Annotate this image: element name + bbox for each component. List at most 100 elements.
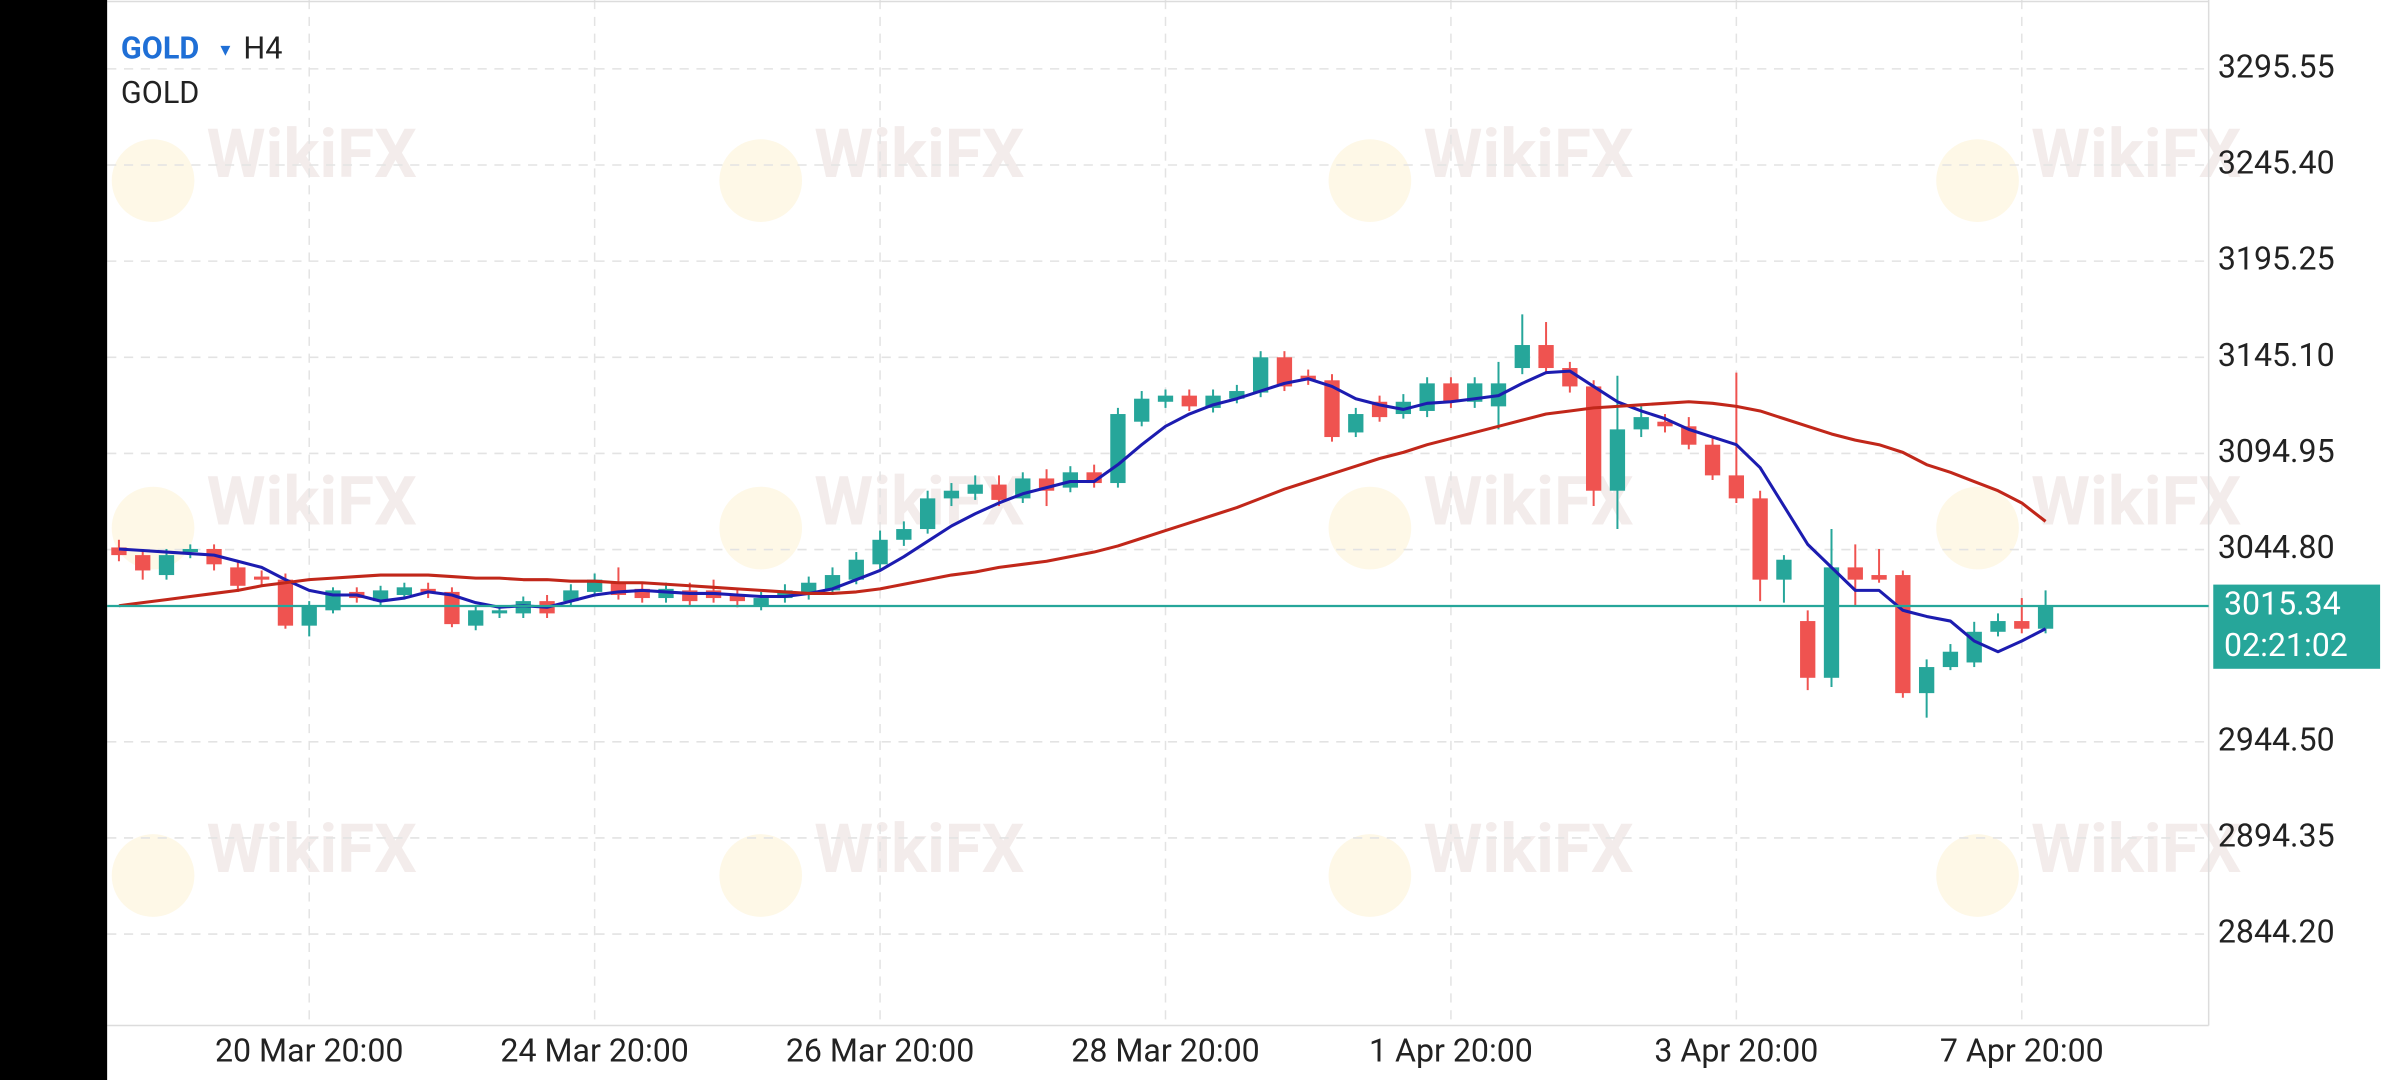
candle-body [182, 548, 198, 553]
candle-body [111, 547, 127, 556]
x-tick-label: 3 Apr 20:00 [1654, 1032, 1818, 1070]
candle-body [491, 610, 508, 614]
plot-layer [107, 314, 2209, 718]
y-tick-label: 2894.35 [2218, 816, 2335, 854]
candle-body [1181, 395, 1197, 407]
candle-body [967, 484, 983, 494]
candle-body [753, 598, 769, 606]
last-price-label: 3015.34 [2224, 585, 2341, 623]
candle-body [1086, 472, 1102, 484]
y-tick-label: 3094.95 [2218, 432, 2335, 470]
candle-body [1443, 383, 1459, 402]
dropdown-icon[interactable]: ▾ [220, 38, 230, 61]
watermark-logo [1328, 139, 1412, 222]
y-tick-label: 3145.10 [2218, 336, 2335, 374]
watermark-layer: WikiFX WikiFX WikiFX WikiFX WikiFX WikiFX Wiki… [111, 116, 2242, 917]
last-price-badge [2213, 584, 2381, 669]
x-tick-label: 1 Apr 20:00 [1369, 1032, 1533, 1070]
candle-body [1110, 414, 1126, 484]
x-tick-label: 26 Mar 20:00 [786, 1032, 974, 1070]
watermark-logo [1936, 139, 2019, 222]
watermark-text: WikiFX [207, 811, 417, 889]
candle-body [1609, 429, 1626, 491]
candle-body [1324, 380, 1340, 438]
axis-layer: 2844.20 2894.35 2944.50 3044.80 3094.95 3145.… [215, 47, 2381, 1070]
candle-body [420, 588, 436, 592]
watermark-logo [719, 834, 803, 917]
watermark-text: WikiFX [207, 463, 417, 541]
side-bar [0, 0, 108, 1080]
candle-body [1514, 345, 1530, 369]
candle-body [1823, 567, 1840, 678]
watermark-text: WikiFX [207, 116, 417, 194]
candle-body [943, 490, 960, 499]
candle-body [1633, 417, 1649, 430]
candle-body [1585, 386, 1602, 491]
candle-body [1871, 575, 1887, 580]
candle-body [1229, 391, 1245, 399]
candle-body [848, 559, 864, 580]
candle-body [253, 576, 270, 580]
x-tick-label: 7 Apr 20:00 [1940, 1032, 2104, 1070]
candle-body [158, 555, 175, 576]
symbol-description: GOLD [121, 76, 199, 111]
candle-body [301, 605, 317, 626]
candle-body [634, 588, 650, 599]
watermark-logo [719, 486, 803, 570]
candle-body [1990, 621, 2006, 632]
candle-body [277, 579, 294, 626]
watermark-text: WikiFX [1423, 463, 1633, 541]
candle-body [1348, 414, 1364, 433]
candle-body [372, 590, 389, 602]
candle-body [919, 498, 936, 530]
candle-body [1776, 559, 1792, 580]
watermark-text: WikiFX [814, 463, 1024, 541]
grid-layer [107, 0, 2209, 1026]
x-tick-label: 24 Mar 20:00 [500, 1032, 688, 1070]
candle-body [682, 590, 698, 602]
candle-body [396, 587, 413, 595]
y-tick-label: 3295.55 [2218, 47, 2335, 85]
y-tick-label: 3245.40 [2218, 144, 2335, 182]
watermark-text: WikiFX [1423, 116, 1633, 194]
candle-body [2037, 606, 2054, 629]
candle-body [1157, 395, 1174, 402]
watermark-logo [111, 139, 195, 222]
candle-body [1752, 498, 1768, 580]
y-tick-label: 2944.50 [2218, 720, 2335, 758]
candle-body [563, 590, 579, 602]
candle-body [468, 610, 484, 626]
candle-body [872, 539, 888, 565]
candle-body [1062, 472, 1079, 488]
candle-body [1134, 398, 1150, 422]
watermark-logo [719, 139, 803, 222]
candle-body [1657, 421, 1673, 427]
countdown-label: 02:21:02 [2224, 626, 2348, 664]
y-tick-label: 2844.20 [2218, 913, 2335, 951]
watermark-text: WikiFX [814, 811, 1024, 889]
watermark-text: WikiFX [2031, 811, 2241, 889]
timeframe[interactable]: H4 [243, 32, 282, 67]
watermark-logo [1936, 486, 2019, 570]
candle-body [230, 567, 246, 586]
candle-body [777, 590, 793, 599]
candle-body [444, 591, 460, 625]
watermark-logo [1328, 834, 1412, 917]
watermark-text: WikiFX [1423, 811, 1633, 889]
candle-body [658, 588, 674, 599]
candle-body [991, 484, 1007, 500]
candle-body [1800, 621, 1816, 678]
candle-body [1276, 357, 1293, 387]
ma-line [118, 400, 2047, 608]
symbol[interactable]: GOLD [121, 32, 199, 67]
candle-body [1704, 444, 1721, 476]
watermark-logo [111, 486, 195, 570]
y-tick-label: 3195.25 [2218, 240, 2335, 278]
watermark-logo [1328, 486, 1412, 570]
candle-body [2014, 621, 2030, 629]
ma-line [118, 369, 2047, 654]
watermark-text: WikiFX [2031, 463, 2241, 541]
candle-body [135, 555, 151, 571]
